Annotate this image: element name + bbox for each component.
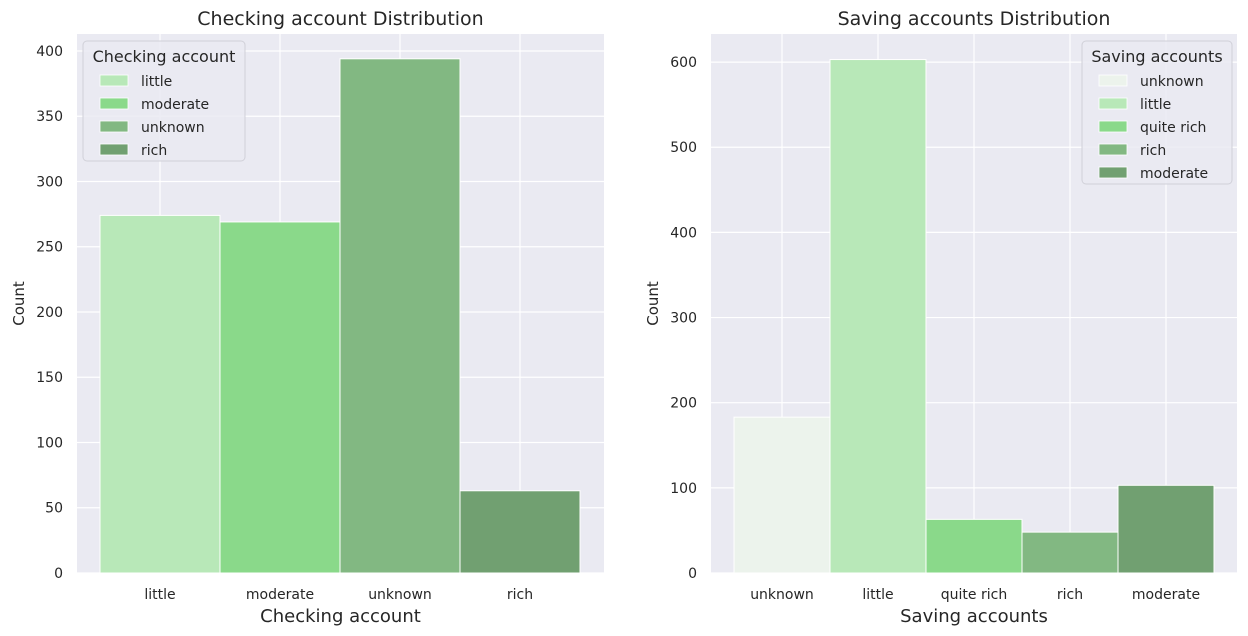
y-tick-label: 300	[36, 174, 63, 190]
legend: Saving accounts unknown little quite rich ri…	[1081, 40, 1233, 185]
legend-swatch-little	[99, 74, 129, 87]
x-tick-label-quite-rich: quite rich	[941, 587, 1007, 603]
x-tick-label-unknown: unknown	[368, 587, 432, 603]
y-tick-label: 200	[670, 396, 697, 412]
bar-quite-rich	[925, 518, 1023, 574]
legend-title: Checking account	[93, 47, 236, 66]
bar-rich	[1021, 531, 1119, 574]
y-tick-label: 350	[36, 109, 63, 125]
y-tick-label: 200	[36, 305, 63, 321]
x-tick-label-moderate: moderate	[246, 587, 314, 603]
legend-swatch-quite-rich	[1098, 120, 1128, 133]
x-tick-label-unknown: unknown	[750, 587, 814, 603]
legend-entry-moderate: moderate	[141, 97, 209, 113]
x-axis-label: Saving accounts	[900, 606, 1048, 627]
bar-unknown	[733, 416, 831, 574]
y-tick-label: 300	[670, 311, 697, 327]
bar-unknown	[339, 58, 461, 574]
legend-swatch-rich	[1098, 143, 1128, 156]
legend-entry-little: little	[141, 74, 172, 90]
legend-title: Saving accounts	[1091, 47, 1222, 66]
legend-entry-moderate: moderate	[1140, 166, 1208, 182]
x-tick-label-rich: rich	[507, 587, 533, 603]
x-tick-label-little: little	[144, 587, 175, 603]
legend-entry-unknown: unknown	[141, 120, 205, 136]
x-tick-label-moderate: moderate	[1132, 587, 1200, 603]
legend-swatch-unknown	[1098, 74, 1128, 87]
y-tick-label: 250	[36, 240, 63, 256]
legend-entry-quite-rich: quite rich	[1140, 120, 1206, 136]
bar-little	[99, 214, 221, 574]
x-tick-label-rich: rich	[1057, 587, 1083, 603]
y-tick-label: 0	[688, 566, 697, 582]
legend: Checking account little moderate unknown ric…	[82, 40, 246, 162]
bar-moderate	[1117, 484, 1215, 574]
chart-title: Checking account Distribution	[197, 8, 483, 30]
chart-title: Saving accounts Distribution	[838, 8, 1111, 30]
y-tick-label: 0	[54, 566, 63, 582]
bar-moderate	[219, 221, 341, 574]
legend-entry-unknown: unknown	[1140, 74, 1204, 90]
bar-rich	[459, 490, 581, 574]
y-tick-label: 400	[670, 225, 697, 241]
y-tick-label: 500	[670, 140, 697, 156]
y-tick-label: 50	[45, 501, 63, 517]
y-tick-label: 400	[36, 44, 63, 60]
legend-swatch-moderate	[99, 97, 129, 110]
y-tick-label: 150	[36, 370, 63, 386]
legend-swatch-moderate	[1098, 166, 1128, 179]
saving-accounts-chart: 0 100 200 300 400 500 600 unknown little quite ri…	[644, 8, 1237, 627]
legend-entry-rich: rich	[141, 143, 167, 159]
legend-swatch-rich	[99, 143, 129, 156]
legend-entry-little: little	[1140, 97, 1171, 113]
x-tick-label-little: little	[862, 587, 893, 603]
legend-entry-rich: rich	[1140, 143, 1166, 159]
y-axis-label: Count	[644, 281, 662, 326]
legend-swatch-little	[1098, 97, 1128, 110]
y-tick-label: 100	[36, 435, 63, 451]
checking-account-chart: 0 50 100 150 200 250 300 350 400 little moderate un…	[10, 8, 604, 627]
y-tick-label: 600	[670, 55, 697, 71]
y-tick-label: 100	[670, 481, 697, 497]
legend-swatch-unknown	[99, 120, 129, 133]
x-axis-label: Checking account	[260, 606, 421, 627]
bar-little	[829, 59, 927, 574]
y-axis-label: Count	[10, 281, 28, 326]
